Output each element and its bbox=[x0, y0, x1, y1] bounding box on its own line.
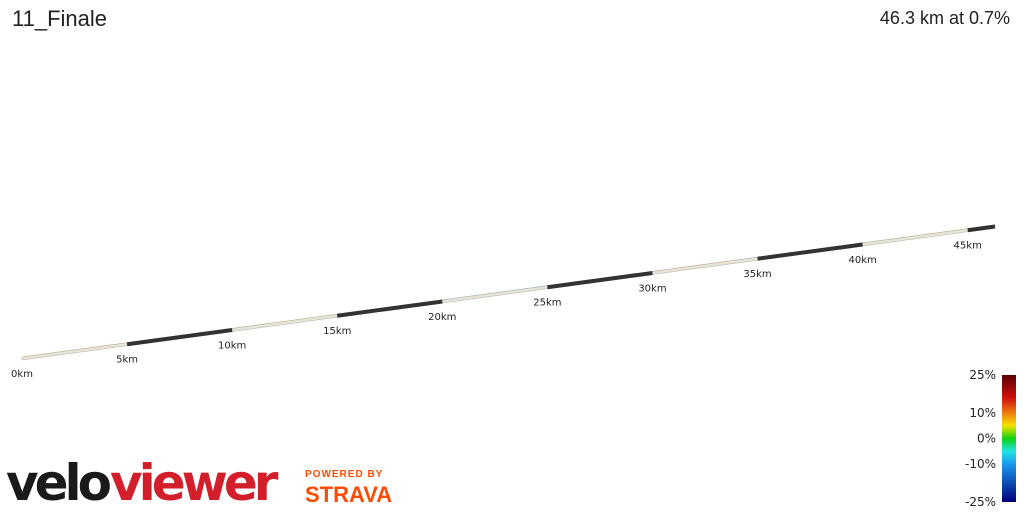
annotation-grade: -8.4% bbox=[514, 0, 543, 3]
x-tick-label: 10km bbox=[218, 340, 246, 351]
annotation-length: 282m bbox=[886, 0, 915, 3]
axis-band bbox=[126, 328, 233, 347]
gradient-legend: 25% 10% 0% -10% -25% bbox=[965, 368, 1016, 509]
logo-velo-text: velo bbox=[6, 454, 111, 512]
annotation-length: 0.63km bbox=[970, 0, 1008, 3]
legend-tick-label: -10% bbox=[965, 457, 996, 471]
axis-band bbox=[336, 299, 443, 318]
annotation-grade: -12.6% bbox=[782, 0, 817, 3]
annotations-group: 4.4%217m 10.3%0.99km 5.0%3.2km 16.0%170m -8.… bbox=[10, 0, 1008, 3]
annotation-length: 310m bbox=[514, 0, 543, 3]
annotation-grade: 4.4% bbox=[11, 0, 36, 3]
annotation-length: 171m bbox=[749, 0, 778, 3]
annotation-grade: 9.3% bbox=[888, 0, 913, 3]
annotation-length: 377m bbox=[939, 0, 968, 3]
annotation-grade: 6.7% bbox=[976, 0, 1001, 3]
annotation-grade: 5.0% bbox=[287, 0, 312, 3]
x-tick-label: 30km bbox=[638, 283, 666, 294]
axis-band bbox=[967, 224, 996, 233]
annotation-length: 1.2km bbox=[628, 0, 659, 3]
annotation-grade: -10.2% bbox=[746, 0, 781, 3]
distance-axis: 0km 5km 10km 15km 20km 25km 30km 35km 40km 45km bbox=[11, 224, 996, 380]
x-tick-label: 40km bbox=[848, 255, 876, 266]
annotation-length: 222m bbox=[785, 0, 814, 3]
legend-tick-label: 10% bbox=[969, 406, 996, 420]
annotation-length: 170m bbox=[340, 0, 369, 3]
legend-tick-label: 0% bbox=[977, 432, 996, 446]
x-tick-label: 20km bbox=[428, 312, 456, 323]
powered-by-text: POWERED BY bbox=[305, 469, 383, 480]
axis-band bbox=[757, 242, 863, 261]
annotation-grade: 10.3% bbox=[69, 0, 101, 3]
x-tick-label: 35km bbox=[743, 269, 771, 280]
strava-badge: POWERED BY STRAVA bbox=[305, 469, 392, 507]
x-tick-label: 25km bbox=[533, 298, 561, 309]
annotation-grade: 7.6% bbox=[940, 0, 965, 3]
annotation-grade: 11.2% bbox=[628, 0, 660, 3]
x-tick-label: 5km bbox=[116, 355, 138, 366]
annotation-length: 0.99km bbox=[66, 0, 104, 3]
veloviewer-logo: velo viewer bbox=[6, 454, 283, 512]
annotation-length: 217m bbox=[10, 0, 39, 3]
x-tick-label: 45km bbox=[954, 241, 982, 252]
legend-tick-label: 25% bbox=[969, 368, 996, 382]
x-tick-label: 0km bbox=[11, 369, 33, 380]
annotation-grade: 16.0% bbox=[338, 0, 370, 3]
x-tick-label: 15km bbox=[323, 326, 351, 337]
axis-band bbox=[547, 270, 653, 290]
annotation-length: 3.2km bbox=[284, 0, 315, 3]
route-title: 11_Finale bbox=[12, 6, 107, 31]
logo-viewer-text: viewer bbox=[110, 454, 279, 512]
route-summary: 46.3 km at 0.7% bbox=[879, 8, 1010, 28]
legend-tick-label: -25% bbox=[965, 495, 996, 509]
legend-color-bar bbox=[1002, 375, 1016, 502]
strava-text: STRAVA bbox=[305, 482, 392, 507]
